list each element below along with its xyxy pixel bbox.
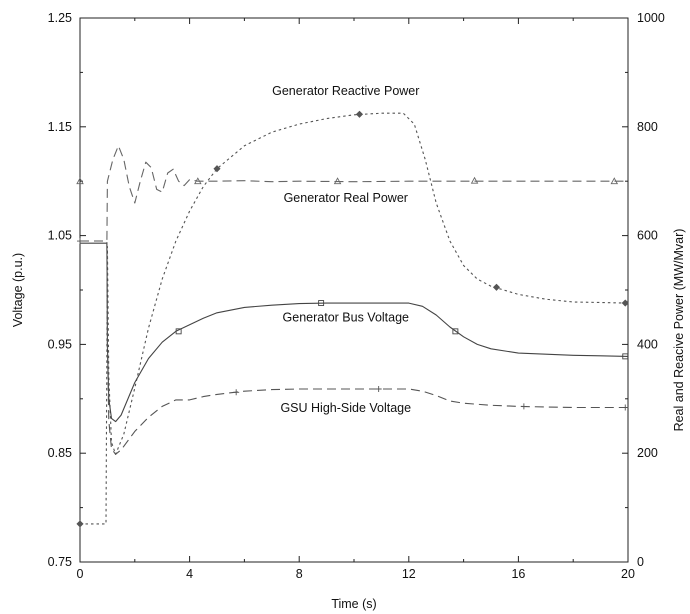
plot-area <box>79 17 629 563</box>
series-marker-generator-real-power <box>194 177 202 185</box>
y-left-tick-label: 0.95 <box>48 337 72 351</box>
x-tick-label: 20 <box>621 567 635 581</box>
y-left-tick-label: 1.05 <box>48 229 72 243</box>
series-marker-generator-bus-voltage <box>452 328 459 335</box>
y-right-tick-label: 400 <box>637 337 658 351</box>
series-marker-generator-bus-voltage <box>318 300 325 307</box>
annotation-label: Generator Real Power <box>284 191 408 205</box>
y-axis-right-label: Real and Reacive Power (MW/Mvar) <box>672 229 686 432</box>
series-marker-gsu-high-side-voltage <box>520 403 527 410</box>
x-axis-label: Time (s) <box>331 597 376 611</box>
annotation-label: Generator Reactive Power <box>272 84 419 98</box>
series-line-gsu-high-side-voltage <box>80 240 628 455</box>
series-marker-gsu-high-side-voltage <box>233 389 240 396</box>
series-marker-generator-reactive-power <box>76 520 84 528</box>
series-marker-generator-bus-voltage <box>622 353 629 360</box>
x-tick-label: 16 <box>511 567 525 581</box>
series-marker-gsu-high-side-voltage <box>375 386 382 393</box>
y-right-tick-label: 800 <box>637 120 658 134</box>
series-marker-generator-real-power <box>610 177 619 185</box>
series-marker-generator-reactive-power <box>492 283 501 291</box>
series-marker-generator-real-power <box>333 177 342 185</box>
series-marker-generator-real-power <box>76 177 84 185</box>
markers-group <box>76 110 629 528</box>
series-line-generator-reactive-power <box>80 112 629 525</box>
x-tick-label: 12 <box>402 567 416 581</box>
y-right-tick-label: 200 <box>637 446 658 460</box>
series-line-generator-real-power <box>80 145 628 242</box>
ticks-group <box>79 17 629 563</box>
series-marker-generator-real-power <box>470 176 479 184</box>
y-left-tick-label: 0.85 <box>48 446 72 460</box>
y-right-tick-label: 1000 <box>637 11 665 25</box>
y-axis-left-label: Voltage (p.u.) <box>11 253 25 327</box>
series-marker-gsu-high-side-voltage <box>77 238 83 245</box>
y-left-tick-label: 1.15 <box>48 120 72 134</box>
plot-frame-group <box>79 17 629 563</box>
annotation-label: Generator Bus Voltage <box>283 311 410 325</box>
y-right-tick-label: 0 <box>637 555 644 569</box>
y-right-tick-label: 600 <box>637 229 658 243</box>
x-tick-label: 4 <box>186 567 193 581</box>
series-marker-gsu-high-side-voltage <box>622 404 629 411</box>
y-left-tick-label: 0.75 <box>48 555 72 569</box>
x-tick-label: 0 <box>77 567 84 581</box>
annotation-label: GSU High-Side Voltage <box>280 401 411 415</box>
annotations-group: Generator Reactive Power Generator Real P… <box>272 84 419 415</box>
series-marker-generator-reactive-power <box>355 110 364 118</box>
series-group <box>80 112 629 525</box>
series-line-generator-bus-voltage <box>80 242 629 423</box>
x-tick-label: 8 <box>296 567 303 581</box>
series-marker-generator-reactive-power <box>213 165 221 173</box>
series-marker-generator-reactive-power <box>621 299 629 307</box>
y-left-tick-label: 1.25 <box>48 11 72 25</box>
tick-labels-group: 0 4 8 12 16 20 0.75 0.85 0.95 1.05 1.15 1.25 0 200 400… <box>48 11 665 581</box>
series-marker-generator-bus-voltage <box>175 328 182 335</box>
